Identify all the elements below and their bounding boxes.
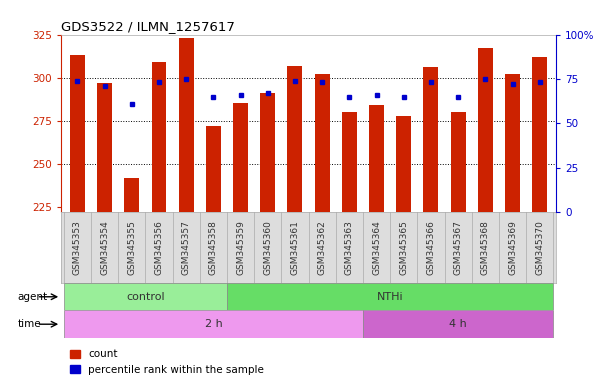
Text: GSM345355: GSM345355 — [127, 220, 136, 275]
Text: GSM345364: GSM345364 — [372, 220, 381, 275]
Legend: count, percentile rank within the sample: count, percentile rank within the sample — [67, 345, 268, 379]
Bar — [451, 112, 466, 212]
Text: GSM345368: GSM345368 — [481, 220, 490, 275]
Bar — [97, 83, 112, 212]
Text: GSM345359: GSM345359 — [236, 220, 245, 275]
Bar — [64, 311, 363, 338]
Text: 2 h: 2 h — [205, 319, 222, 329]
Text: GSM345365: GSM345365 — [399, 220, 408, 275]
Text: control: control — [126, 292, 165, 302]
Bar — [233, 104, 248, 212]
Text: GDS3522 / ILMN_1257617: GDS3522 / ILMN_1257617 — [61, 20, 235, 33]
Text: GSM345370: GSM345370 — [535, 220, 544, 275]
Bar — [64, 283, 227, 311]
Text: GSM345360: GSM345360 — [263, 220, 273, 275]
Text: GSM345358: GSM345358 — [209, 220, 218, 275]
Bar — [288, 66, 302, 212]
Text: GSM345354: GSM345354 — [100, 220, 109, 275]
Bar — [397, 116, 411, 212]
Bar — [532, 57, 547, 212]
Bar — [478, 48, 493, 212]
Text: GSM345353: GSM345353 — [73, 220, 82, 275]
Text: GSM345367: GSM345367 — [453, 220, 463, 275]
Text: 4 h: 4 h — [449, 319, 467, 329]
Bar — [70, 55, 85, 212]
Text: NTHi: NTHi — [377, 292, 403, 302]
Bar — [178, 38, 194, 212]
Text: GSM345362: GSM345362 — [318, 220, 327, 275]
Text: GSM345363: GSM345363 — [345, 220, 354, 275]
Bar — [363, 311, 554, 338]
Bar — [124, 177, 139, 212]
Bar — [342, 112, 357, 212]
Text: GSM345366: GSM345366 — [426, 220, 436, 275]
Bar — [423, 67, 439, 212]
Bar — [152, 62, 166, 212]
Bar — [369, 105, 384, 212]
Bar — [505, 74, 520, 212]
Text: GSM345369: GSM345369 — [508, 220, 517, 275]
Bar — [206, 126, 221, 212]
Bar — [260, 93, 275, 212]
Text: time: time — [18, 319, 41, 329]
Text: GSM345357: GSM345357 — [181, 220, 191, 275]
Text: GSM345361: GSM345361 — [290, 220, 299, 275]
Bar — [315, 74, 329, 212]
Text: agent: agent — [18, 292, 48, 302]
Bar — [227, 283, 554, 311]
Text: GSM345356: GSM345356 — [155, 220, 164, 275]
